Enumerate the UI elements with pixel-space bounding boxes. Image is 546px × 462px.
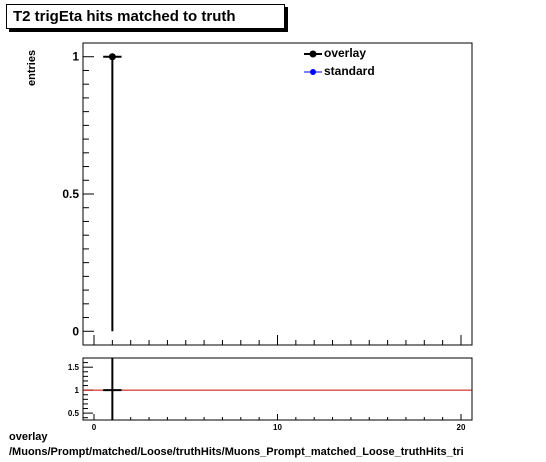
footer-path: /Muons/Prompt/matched/Loose/truthHits/Mu… (9, 446, 464, 458)
ratio-y-tick-label: 0.5 (68, 409, 80, 418)
main-y-tick-label: 1 (72, 50, 79, 64)
legend-marker-overlay (309, 50, 317, 58)
legend-marker-standard (310, 69, 316, 75)
ratio-y-axis: 0.5 1 1.5 (68, 362, 93, 419)
legend (304, 50, 322, 75)
ratio-x-tick-label: 0 (92, 423, 97, 432)
main-y-tick-label: 0.5 (62, 187, 79, 201)
ratio-data (83, 358, 472, 420)
ratio-x-axis: 0 10 20 (92, 414, 466, 432)
footer-label: overlay (9, 431, 48, 443)
main-y-tick-label: 0 (72, 324, 79, 338)
main-plot-frame (82, 42, 473, 346)
ratio-plot-frame-rect (82, 357, 473, 421)
legend-label-standard: standard (324, 64, 375, 78)
ratio-y-tick-label: 1 (75, 386, 80, 395)
legend-label-overlay: overlay (324, 46, 367, 60)
ratio-plot-frame (82, 357, 473, 421)
ratio-y-tick-label: 1.5 (68, 363, 80, 372)
chart-title-box: T2 trigEta hits matched to truth (6, 4, 285, 29)
main-x-axis (93, 335, 462, 345)
main-data-points (103, 53, 122, 332)
ratio-x-tick-label: 10 (273, 423, 282, 432)
main-y-axis: 00.51 (62, 50, 94, 338)
data-point-marker (108, 53, 116, 61)
chart-title: T2 trigEta hits matched to truth (13, 8, 236, 25)
main-plot-frame-rect (82, 42, 473, 346)
ratio-x-tick-label: 20 (457, 423, 466, 432)
